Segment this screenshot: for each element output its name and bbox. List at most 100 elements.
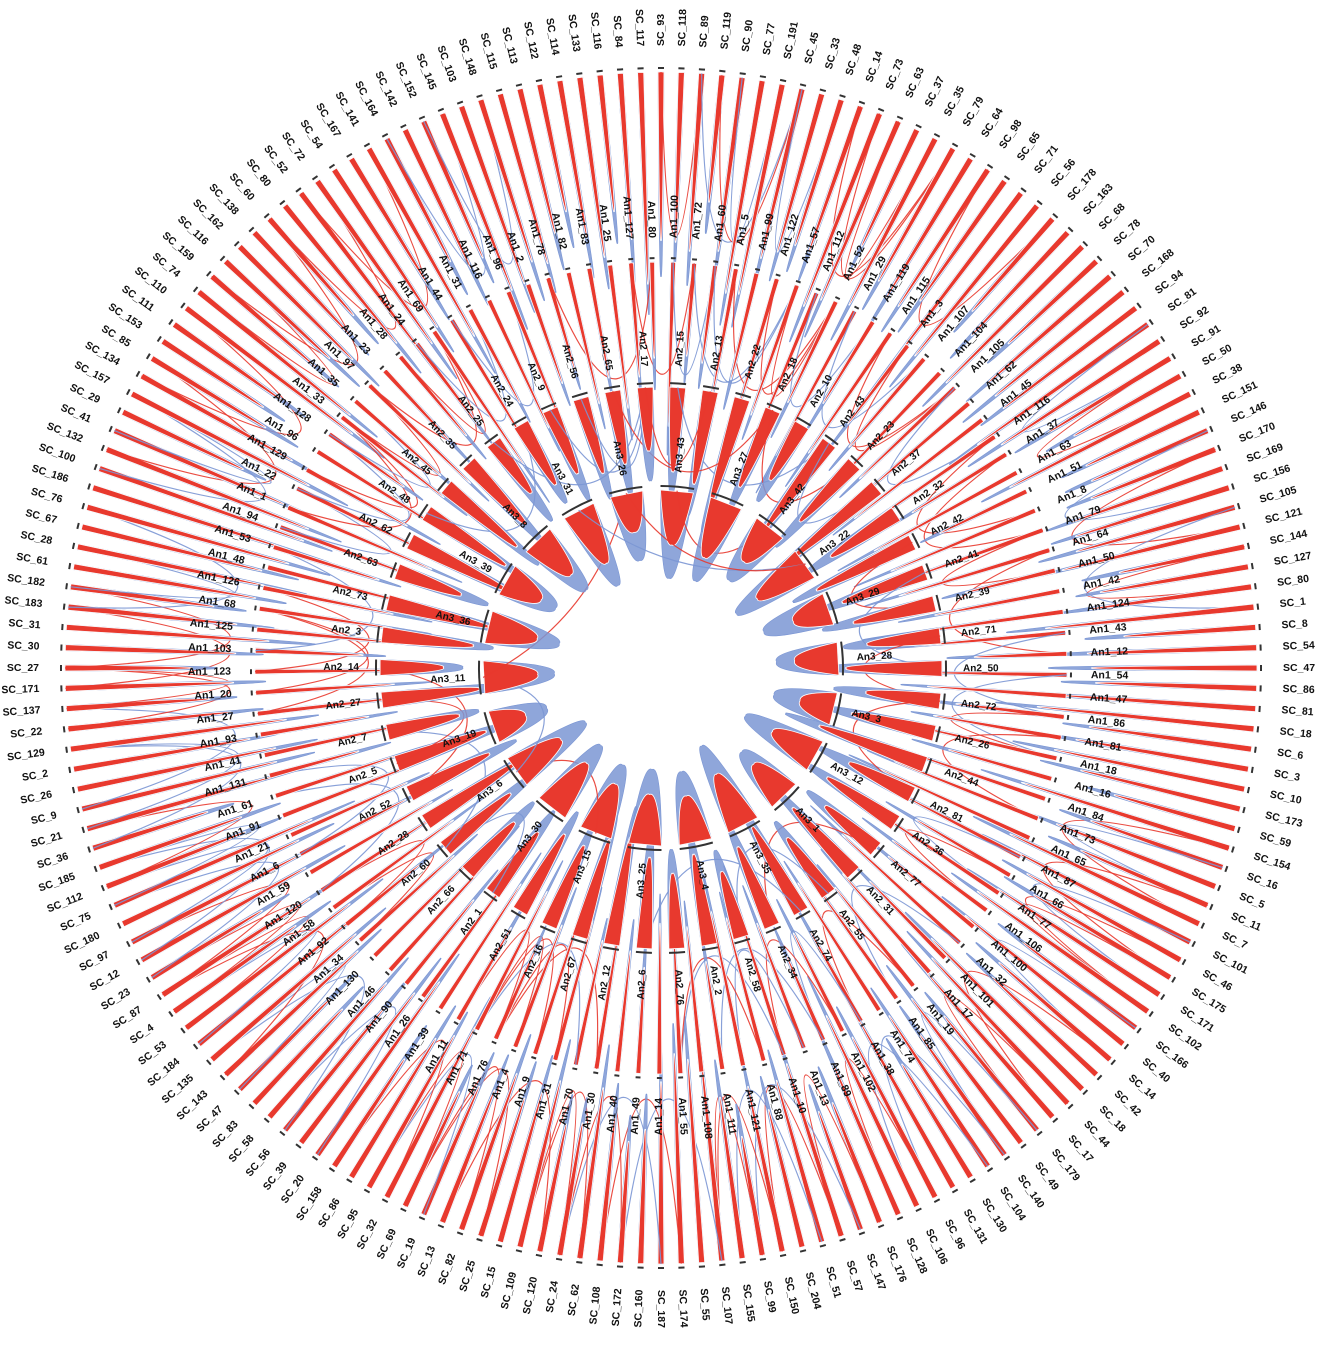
segment-arc <box>418 999 422 1002</box>
segment-arc <box>313 176 318 180</box>
segment-arc <box>306 873 308 877</box>
link-ribbon-primary <box>66 624 269 641</box>
segment-label: SC_81 <box>1281 704 1314 718</box>
segment-arc <box>386 972 390 975</box>
segment-arc <box>997 432 1000 436</box>
segment-label: SC_79 <box>960 95 986 129</box>
segment-arc <box>347 154 352 157</box>
segment-arc <box>800 1250 806 1252</box>
segment-arc <box>380 366 384 369</box>
segment-arc <box>780 80 786 81</box>
segment-arc <box>1248 543 1249 549</box>
segment-arc <box>69 767 70 773</box>
segment-label: An2_50 <box>963 663 999 674</box>
segment-arc <box>260 754 261 759</box>
segment-arc <box>1172 354 1175 359</box>
segment-label: SC_129 <box>6 747 45 764</box>
segment-label: SC_91 <box>1189 323 1223 350</box>
segment-arc <box>329 165 334 168</box>
segment-label: SC_46 <box>1200 967 1234 993</box>
segment-arc <box>975 928 978 932</box>
segment-arc <box>970 1179 975 1182</box>
segment-label: SC_122 <box>521 21 541 61</box>
segment-label: SC_16 <box>1245 870 1279 892</box>
segment-label: SC_12 <box>88 967 122 993</box>
link-ribbon-primary <box>381 687 480 708</box>
segment-arc <box>313 447 316 451</box>
segment-label: SC_55 <box>698 1288 712 1321</box>
segment-arc <box>988 911 991 915</box>
segment-label: An1_103 <box>188 641 232 655</box>
segment-arc <box>776 274 781 275</box>
segment-arc <box>597 1265 603 1266</box>
segment-arc <box>1172 977 1175 982</box>
segment-arc <box>946 959 950 963</box>
segment-label: An1_25 <box>597 204 614 243</box>
segment-arc <box>276 523 278 528</box>
segment-label: SC_112 <box>45 890 84 915</box>
segment-label: An1_30 <box>581 1091 599 1130</box>
segment-arc <box>1202 408 1205 414</box>
segment-label: SC_77 <box>761 22 778 56</box>
segment-arc <box>382 134 387 137</box>
segment-arc <box>536 1255 542 1256</box>
segment-arc <box>1218 445 1220 451</box>
segment-label: An1_16 <box>1073 779 1112 801</box>
segment-label: SC_92 <box>1178 304 1212 332</box>
segment-label: An2_37 <box>889 447 924 479</box>
link-ribbon-primary <box>267 217 354 316</box>
segment-label: SC_59 <box>1258 830 1292 850</box>
link-ribbon-primary <box>66 698 210 711</box>
link-ribbon-primary <box>564 503 609 564</box>
segment-label: SC_169 <box>1245 441 1285 465</box>
segment-arc <box>479 661 481 695</box>
link-ribbon-primary <box>693 390 719 484</box>
segment-label: SC_37 <box>922 74 947 108</box>
segment-arc <box>313 1156 318 1160</box>
segment-arc <box>835 297 839 299</box>
segment-label: SC_180 <box>62 929 102 956</box>
segment-label: SC_142 <box>372 69 399 109</box>
segment-label: An2_6 <box>636 969 649 1000</box>
segment-arc <box>719 71 725 72</box>
segment-label: An2_15 <box>674 330 687 367</box>
segment-arc <box>936 726 940 742</box>
segment-arc <box>249 1104 254 1108</box>
segment-arc <box>597 71 603 72</box>
segment-arc <box>565 268 570 269</box>
segment-arc <box>970 399 973 403</box>
segment-label: SC_186 <box>30 462 70 485</box>
segment-label: SC_107 <box>719 1286 735 1325</box>
segment-arc <box>269 544 271 549</box>
segment-label: SC_29 <box>68 381 102 406</box>
segment-label: SC_120 <box>521 1276 541 1316</box>
segment-arc <box>586 264 591 265</box>
segment-arc <box>796 281 801 283</box>
segment-label: SC_8 <box>1281 618 1308 632</box>
segment-arc <box>1069 630 1070 635</box>
link-ribbon-primary <box>252 1009 343 1106</box>
segment-arc <box>181 303 185 308</box>
segment-arc <box>265 774 266 779</box>
segment-arc <box>292 484 294 488</box>
segment-label: SC_11 <box>1229 910 1263 934</box>
segment-arc <box>169 320 173 325</box>
segment-arc <box>253 627 254 632</box>
segment-label: SC_176 <box>884 1244 909 1284</box>
segment-label: SC_63 <box>903 65 927 99</box>
segment-arc <box>1111 1060 1115 1065</box>
segment-label: An3_36 <box>434 609 472 628</box>
segment-label: SC_170 <box>1237 420 1277 445</box>
segment-arc <box>118 923 121 929</box>
segment-label: An1_57 <box>799 225 823 264</box>
segment-label: An2_77 <box>888 858 923 890</box>
segment-label: SC_182 <box>6 572 45 589</box>
segment-arc <box>249 227 254 231</box>
segment-arc <box>1183 959 1186 964</box>
segment-arc <box>255 606 256 611</box>
segment-arc <box>264 214 269 218</box>
segment-label: SC_171 <box>1 683 39 696</box>
segment-label: SC_157 <box>72 359 111 387</box>
segment-arc <box>127 389 130 394</box>
segment-label: SC_119 <box>718 11 734 50</box>
